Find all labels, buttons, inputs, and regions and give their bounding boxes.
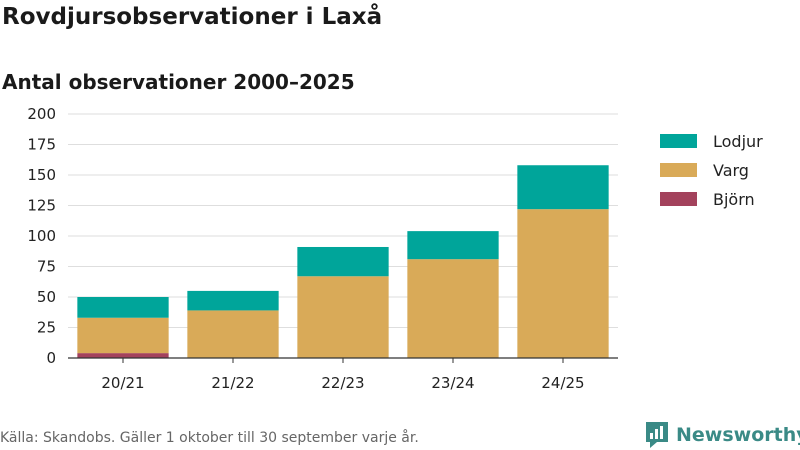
y-tick-label: 50 <box>37 288 56 306</box>
x-tick-label: 20/21 <box>101 374 144 392</box>
bar-segment <box>297 246 389 277</box>
chart-subtitle: Antal observationer 2000–2025 <box>2 70 355 94</box>
source-note: Källa: Skandobs. Gäller 1 oktober till 3… <box>0 430 419 446</box>
bar-segment <box>517 165 609 210</box>
x-tick-label: 24/25 <box>541 374 584 392</box>
y-tick-label: 150 <box>27 166 56 184</box>
newsworthy-logo-icon <box>646 422 668 448</box>
y-tick-label: 75 <box>37 258 56 276</box>
chart-title: Rovdjursobservationer i Laxå <box>2 4 383 30</box>
x-tick-label: 21/22 <box>211 374 254 392</box>
y-tick-label: 25 <box>37 319 56 337</box>
y-tick-label: 200 <box>27 105 56 123</box>
brand-logo: Newsworthy <box>644 420 800 450</box>
legend-label: Varg <box>713 161 749 180</box>
bar-segment <box>297 276 389 358</box>
bar-segment <box>407 231 499 260</box>
legend-label: Björn <box>713 190 755 209</box>
bar-segment <box>77 317 169 354</box>
y-tick-label: 0 <box>46 349 56 367</box>
bar-segment <box>407 259 499 358</box>
legend-swatch <box>660 163 697 177</box>
bar-segment <box>187 290 279 311</box>
legend-label: Lodjur <box>713 132 763 151</box>
bar-segment <box>77 297 169 318</box>
y-tick-label: 125 <box>27 197 56 215</box>
bar-segment <box>77 353 169 358</box>
bar-segment <box>517 209 609 358</box>
legend-swatch <box>660 134 697 148</box>
brand-name: Newsworthy <box>676 424 800 446</box>
y-tick-label: 175 <box>27 136 56 154</box>
x-tick-label: 22/23 <box>321 374 364 392</box>
y-tick-label: 100 <box>27 227 56 245</box>
legend-swatch <box>660 192 697 206</box>
bar-segment <box>187 310 279 358</box>
x-tick-label: 23/24 <box>431 374 474 392</box>
